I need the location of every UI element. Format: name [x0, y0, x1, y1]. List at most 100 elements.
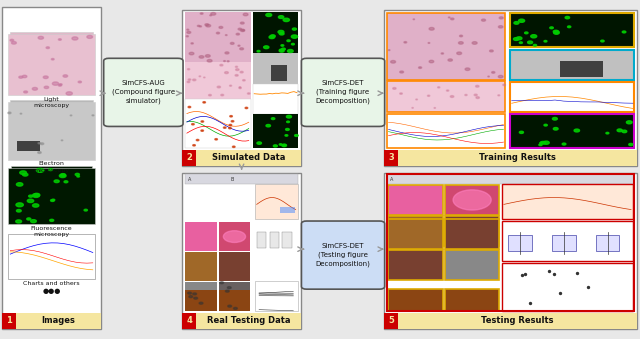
- Circle shape: [400, 71, 404, 73]
- FancyBboxPatch shape: [185, 252, 217, 281]
- Circle shape: [488, 76, 489, 77]
- Circle shape: [441, 53, 444, 54]
- Circle shape: [465, 68, 470, 71]
- Circle shape: [220, 64, 223, 66]
- Circle shape: [87, 35, 93, 38]
- Circle shape: [574, 129, 580, 132]
- Circle shape: [245, 107, 248, 108]
- FancyBboxPatch shape: [8, 234, 95, 279]
- Circle shape: [271, 118, 275, 120]
- Point: [524, 300, 534, 305]
- Circle shape: [187, 81, 190, 83]
- Circle shape: [38, 152, 41, 154]
- Circle shape: [46, 47, 49, 48]
- Circle shape: [287, 49, 293, 53]
- Circle shape: [553, 30, 559, 33]
- Circle shape: [63, 75, 68, 77]
- Text: A: A: [390, 177, 393, 182]
- FancyBboxPatch shape: [398, 150, 637, 166]
- Circle shape: [266, 124, 271, 127]
- Circle shape: [283, 18, 289, 22]
- FancyBboxPatch shape: [185, 99, 251, 148]
- Circle shape: [230, 85, 232, 86]
- FancyBboxPatch shape: [2, 313, 16, 329]
- Circle shape: [393, 87, 396, 89]
- Circle shape: [527, 41, 532, 44]
- FancyBboxPatch shape: [282, 232, 292, 248]
- Circle shape: [200, 13, 203, 14]
- Circle shape: [453, 190, 492, 210]
- Circle shape: [187, 29, 189, 30]
- Text: 4: 4: [186, 316, 193, 325]
- Circle shape: [191, 43, 193, 44]
- FancyBboxPatch shape: [11, 166, 92, 222]
- Circle shape: [234, 307, 237, 310]
- FancyBboxPatch shape: [388, 290, 443, 311]
- Circle shape: [191, 123, 194, 125]
- Circle shape: [193, 293, 196, 295]
- Circle shape: [281, 45, 284, 46]
- Circle shape: [201, 121, 204, 122]
- Circle shape: [209, 95, 211, 96]
- FancyBboxPatch shape: [253, 12, 298, 53]
- FancyBboxPatch shape: [511, 82, 634, 112]
- Circle shape: [229, 124, 232, 126]
- FancyBboxPatch shape: [185, 174, 298, 184]
- Circle shape: [474, 94, 477, 96]
- Circle shape: [606, 132, 609, 134]
- FancyBboxPatch shape: [301, 221, 385, 289]
- FancyBboxPatch shape: [182, 150, 196, 166]
- Circle shape: [492, 72, 495, 73]
- Circle shape: [278, 31, 284, 34]
- Circle shape: [404, 42, 406, 43]
- Circle shape: [287, 115, 291, 118]
- Circle shape: [29, 195, 33, 197]
- Circle shape: [225, 72, 228, 74]
- Circle shape: [232, 146, 235, 147]
- Circle shape: [627, 121, 632, 124]
- Circle shape: [419, 67, 422, 68]
- Circle shape: [388, 50, 390, 51]
- Circle shape: [503, 84, 506, 86]
- Circle shape: [60, 174, 66, 178]
- Circle shape: [19, 76, 23, 78]
- FancyBboxPatch shape: [445, 185, 499, 215]
- Circle shape: [49, 168, 52, 171]
- FancyBboxPatch shape: [387, 13, 506, 80]
- Circle shape: [279, 49, 284, 52]
- FancyBboxPatch shape: [560, 61, 604, 77]
- Circle shape: [273, 145, 277, 147]
- Circle shape: [193, 79, 196, 81]
- Circle shape: [269, 36, 275, 39]
- FancyBboxPatch shape: [280, 207, 296, 213]
- Circle shape: [458, 42, 463, 44]
- Text: Fluorescence
microscopy: Fluorescence microscopy: [31, 226, 72, 237]
- Circle shape: [390, 60, 396, 63]
- Circle shape: [540, 142, 543, 144]
- Circle shape: [44, 76, 48, 79]
- Circle shape: [40, 143, 44, 145]
- FancyBboxPatch shape: [253, 53, 298, 84]
- Circle shape: [204, 77, 205, 78]
- Text: ●●●: ●●●: [42, 288, 61, 294]
- Circle shape: [230, 116, 232, 117]
- Circle shape: [78, 81, 81, 83]
- Text: Images: Images: [42, 316, 76, 325]
- Circle shape: [451, 18, 454, 20]
- FancyBboxPatch shape: [384, 150, 398, 166]
- Circle shape: [438, 87, 440, 88]
- FancyBboxPatch shape: [219, 291, 250, 311]
- FancyBboxPatch shape: [257, 232, 266, 248]
- FancyBboxPatch shape: [185, 62, 251, 99]
- FancyBboxPatch shape: [253, 84, 298, 114]
- FancyBboxPatch shape: [182, 313, 196, 329]
- Circle shape: [188, 68, 189, 70]
- Circle shape: [280, 33, 284, 35]
- FancyBboxPatch shape: [219, 222, 250, 251]
- Circle shape: [60, 84, 62, 85]
- Circle shape: [280, 49, 284, 51]
- Circle shape: [285, 128, 289, 131]
- Circle shape: [52, 82, 59, 85]
- FancyBboxPatch shape: [219, 282, 250, 311]
- Circle shape: [58, 39, 61, 40]
